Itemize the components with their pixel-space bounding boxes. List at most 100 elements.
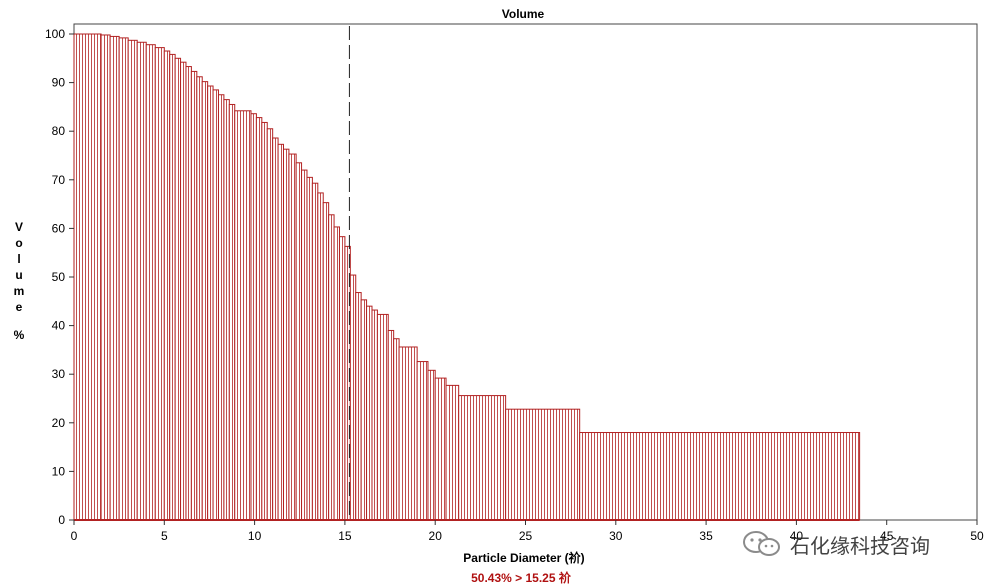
x-tick-label: 30: [609, 529, 623, 543]
bar-rect: [288, 153, 297, 521]
bar-rect: [154, 47, 165, 521]
x-tick-label: 15: [338, 529, 352, 543]
bar-rect: [333, 226, 340, 521]
y-axis-label-char: e: [16, 300, 23, 314]
watermark-text: 石化缘科技咨询: [790, 533, 930, 558]
bar: [579, 432, 861, 521]
y-tick-label: 100: [45, 27, 65, 41]
x-tick-label: 25: [519, 529, 533, 543]
bar: [73, 33, 102, 521]
bar-rect: [266, 128, 274, 521]
y-tick-label: 70: [52, 173, 66, 187]
cursor-readout: 50.43% > 15.25 祄: [471, 570, 572, 585]
y-tick-label: 80: [52, 124, 66, 138]
bar-rect: [163, 50, 171, 521]
bar-rect: [212, 89, 219, 521]
bar: [306, 176, 313, 521]
bar: [282, 148, 290, 521]
y-axis-label-char: o: [15, 236, 22, 250]
bar: [505, 408, 581, 521]
bar-rect: [127, 39, 138, 521]
bar: [427, 369, 436, 521]
bar: [109, 35, 120, 521]
bar: [212, 89, 219, 521]
bar-rect: [145, 44, 156, 521]
bar-rect: [109, 35, 120, 521]
bar: [387, 329, 395, 521]
bar: [100, 34, 111, 521]
y-axis-label-char: %: [14, 328, 25, 342]
y-axis-label-char: m: [14, 284, 25, 298]
x-tick-label: 0: [71, 529, 78, 543]
bar: [317, 192, 324, 521]
bar: [185, 66, 192, 521]
bar: [371, 309, 378, 521]
bar: [322, 202, 330, 521]
bar: [201, 81, 209, 521]
bar: [458, 395, 507, 521]
bar: [333, 226, 340, 521]
y-tick-label: 30: [52, 367, 66, 381]
bar: [360, 299, 368, 521]
bar-rect: [174, 57, 182, 521]
bar: [174, 57, 182, 521]
x-axis-label: Particle Diameter (祄): [463, 550, 584, 565]
bar-rect: [100, 34, 111, 521]
bar: [277, 143, 284, 521]
y-tick-label: 90: [52, 76, 66, 90]
bar: [311, 182, 319, 521]
bar: [272, 137, 279, 521]
y-axis-label-char: u: [15, 268, 22, 282]
bar: [344, 245, 351, 521]
x-tick-label: 5: [161, 529, 168, 543]
bar-rect: [295, 162, 303, 521]
wechat-icon: [743, 531, 780, 556]
chart-title: Volume: [502, 7, 545, 21]
bar: [163, 50, 171, 521]
bar: [376, 313, 389, 521]
bar: [169, 53, 176, 521]
bar: [445, 384, 460, 521]
x-tick-label: 35: [699, 529, 713, 543]
bar-rect: [201, 81, 209, 521]
bar: [228, 103, 236, 521]
y-tick-label: 50: [52, 270, 66, 284]
bar: [328, 214, 335, 521]
bar: [234, 110, 252, 521]
bar: [136, 41, 147, 521]
bar: [196, 76, 203, 521]
y-tick-label: 40: [52, 319, 66, 333]
y-tick-label: 60: [52, 221, 66, 235]
bar: [266, 128, 274, 521]
axes-group: 0 5 10 15 20 25 30 35 40 45 50 0 10 20 30 40 50 60 70 80 90 1…: [45, 27, 984, 543]
y-tick-label: 0: [58, 513, 65, 527]
bar-rect: [387, 329, 395, 521]
x-tick-label: 50: [970, 529, 984, 543]
x-tick-label: 10: [248, 529, 262, 543]
bar-rect: [427, 369, 436, 521]
bar: [295, 162, 303, 521]
bar-rect: [73, 33, 102, 521]
bar-rect: [190, 70, 198, 521]
bar: [393, 338, 400, 521]
bar: [398, 346, 418, 521]
bar: [288, 153, 297, 521]
x-tick-label: 20: [429, 529, 443, 543]
bar: [416, 361, 429, 521]
bar: [207, 85, 214, 521]
bar: [127, 39, 138, 521]
bar: [349, 274, 357, 521]
x-tick-label: 40: [790, 529, 804, 543]
bar: [338, 236, 346, 521]
bar-rect: [118, 37, 129, 521]
bar-rect: [349, 274, 357, 521]
bar: [250, 113, 257, 521]
bar-rect: [228, 103, 236, 521]
bar-rect: [136, 41, 147, 521]
y-axis-label: Volume%: [14, 220, 25, 342]
bar: [434, 377, 447, 521]
bar: [154, 47, 165, 521]
bar: [145, 44, 156, 521]
bar: [223, 99, 230, 521]
